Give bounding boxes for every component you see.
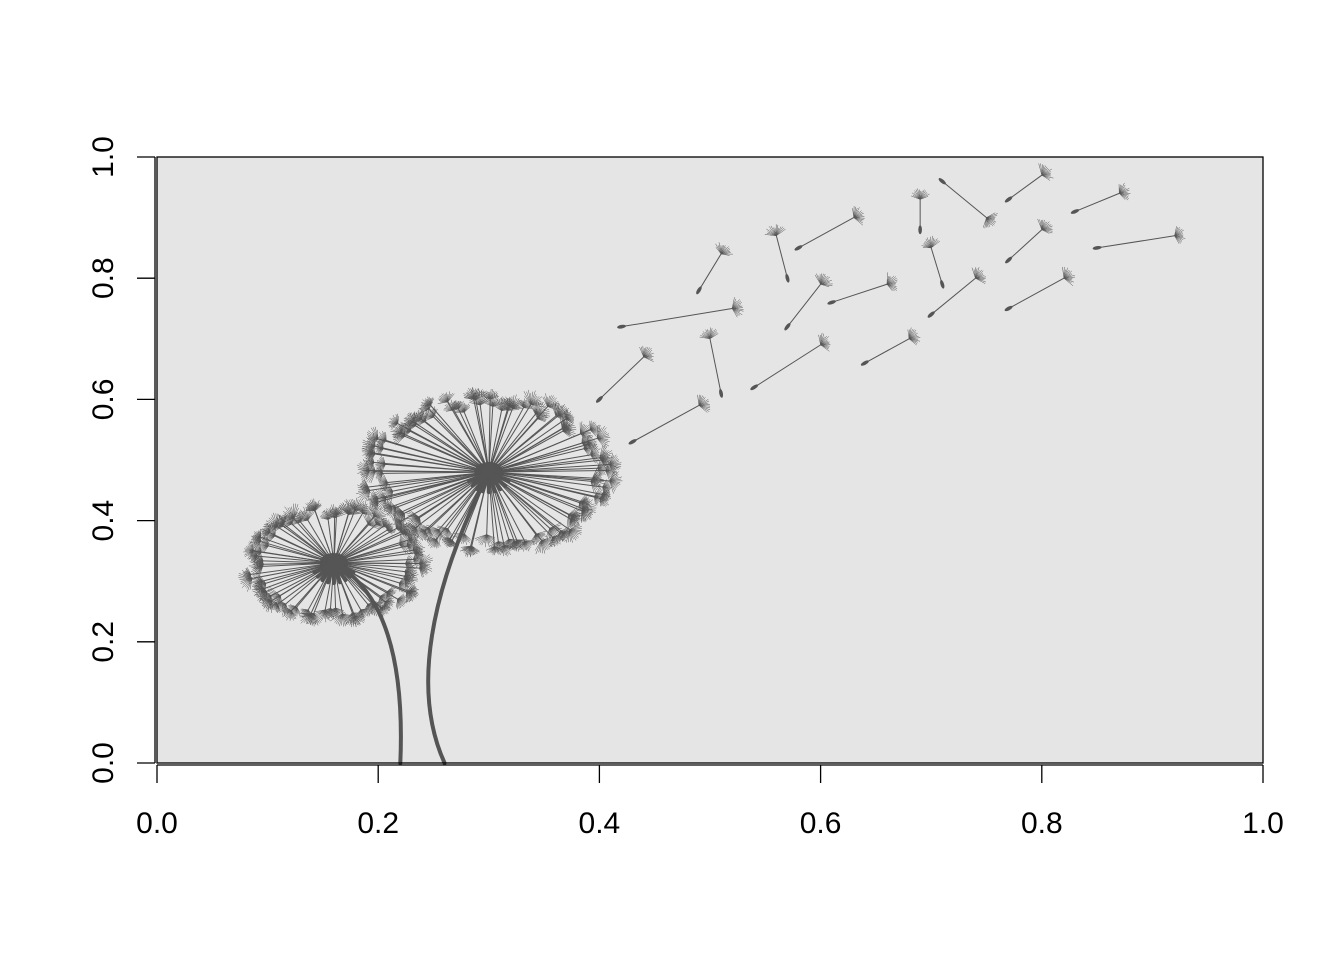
y-tick-label: 0.8 [87, 257, 120, 299]
x-tick-label: 1.0 [1242, 807, 1284, 840]
y-tick-label: 0.2 [87, 621, 120, 663]
x-tick-label: 0.6 [800, 807, 842, 840]
y-tick-label: 1.0 [87, 136, 120, 178]
y-axis: 0.0 0.2 0.4 0.6 0.8 1.0 [87, 136, 155, 784]
x-tick-label: 0.0 [136, 807, 178, 840]
y-tick-label: 0.0 [87, 742, 120, 784]
x-tick-label: 0.8 [1021, 807, 1063, 840]
x-axis: 0.0 0.2 0.4 0.6 0.8 1.0 [136, 765, 1284, 840]
y-tick-label: 0.4 [87, 500, 120, 542]
x-tick-label: 0.2 [357, 807, 399, 840]
y-tick-label: 0.6 [87, 379, 120, 421]
x-tick-label: 0.4 [579, 807, 621, 840]
